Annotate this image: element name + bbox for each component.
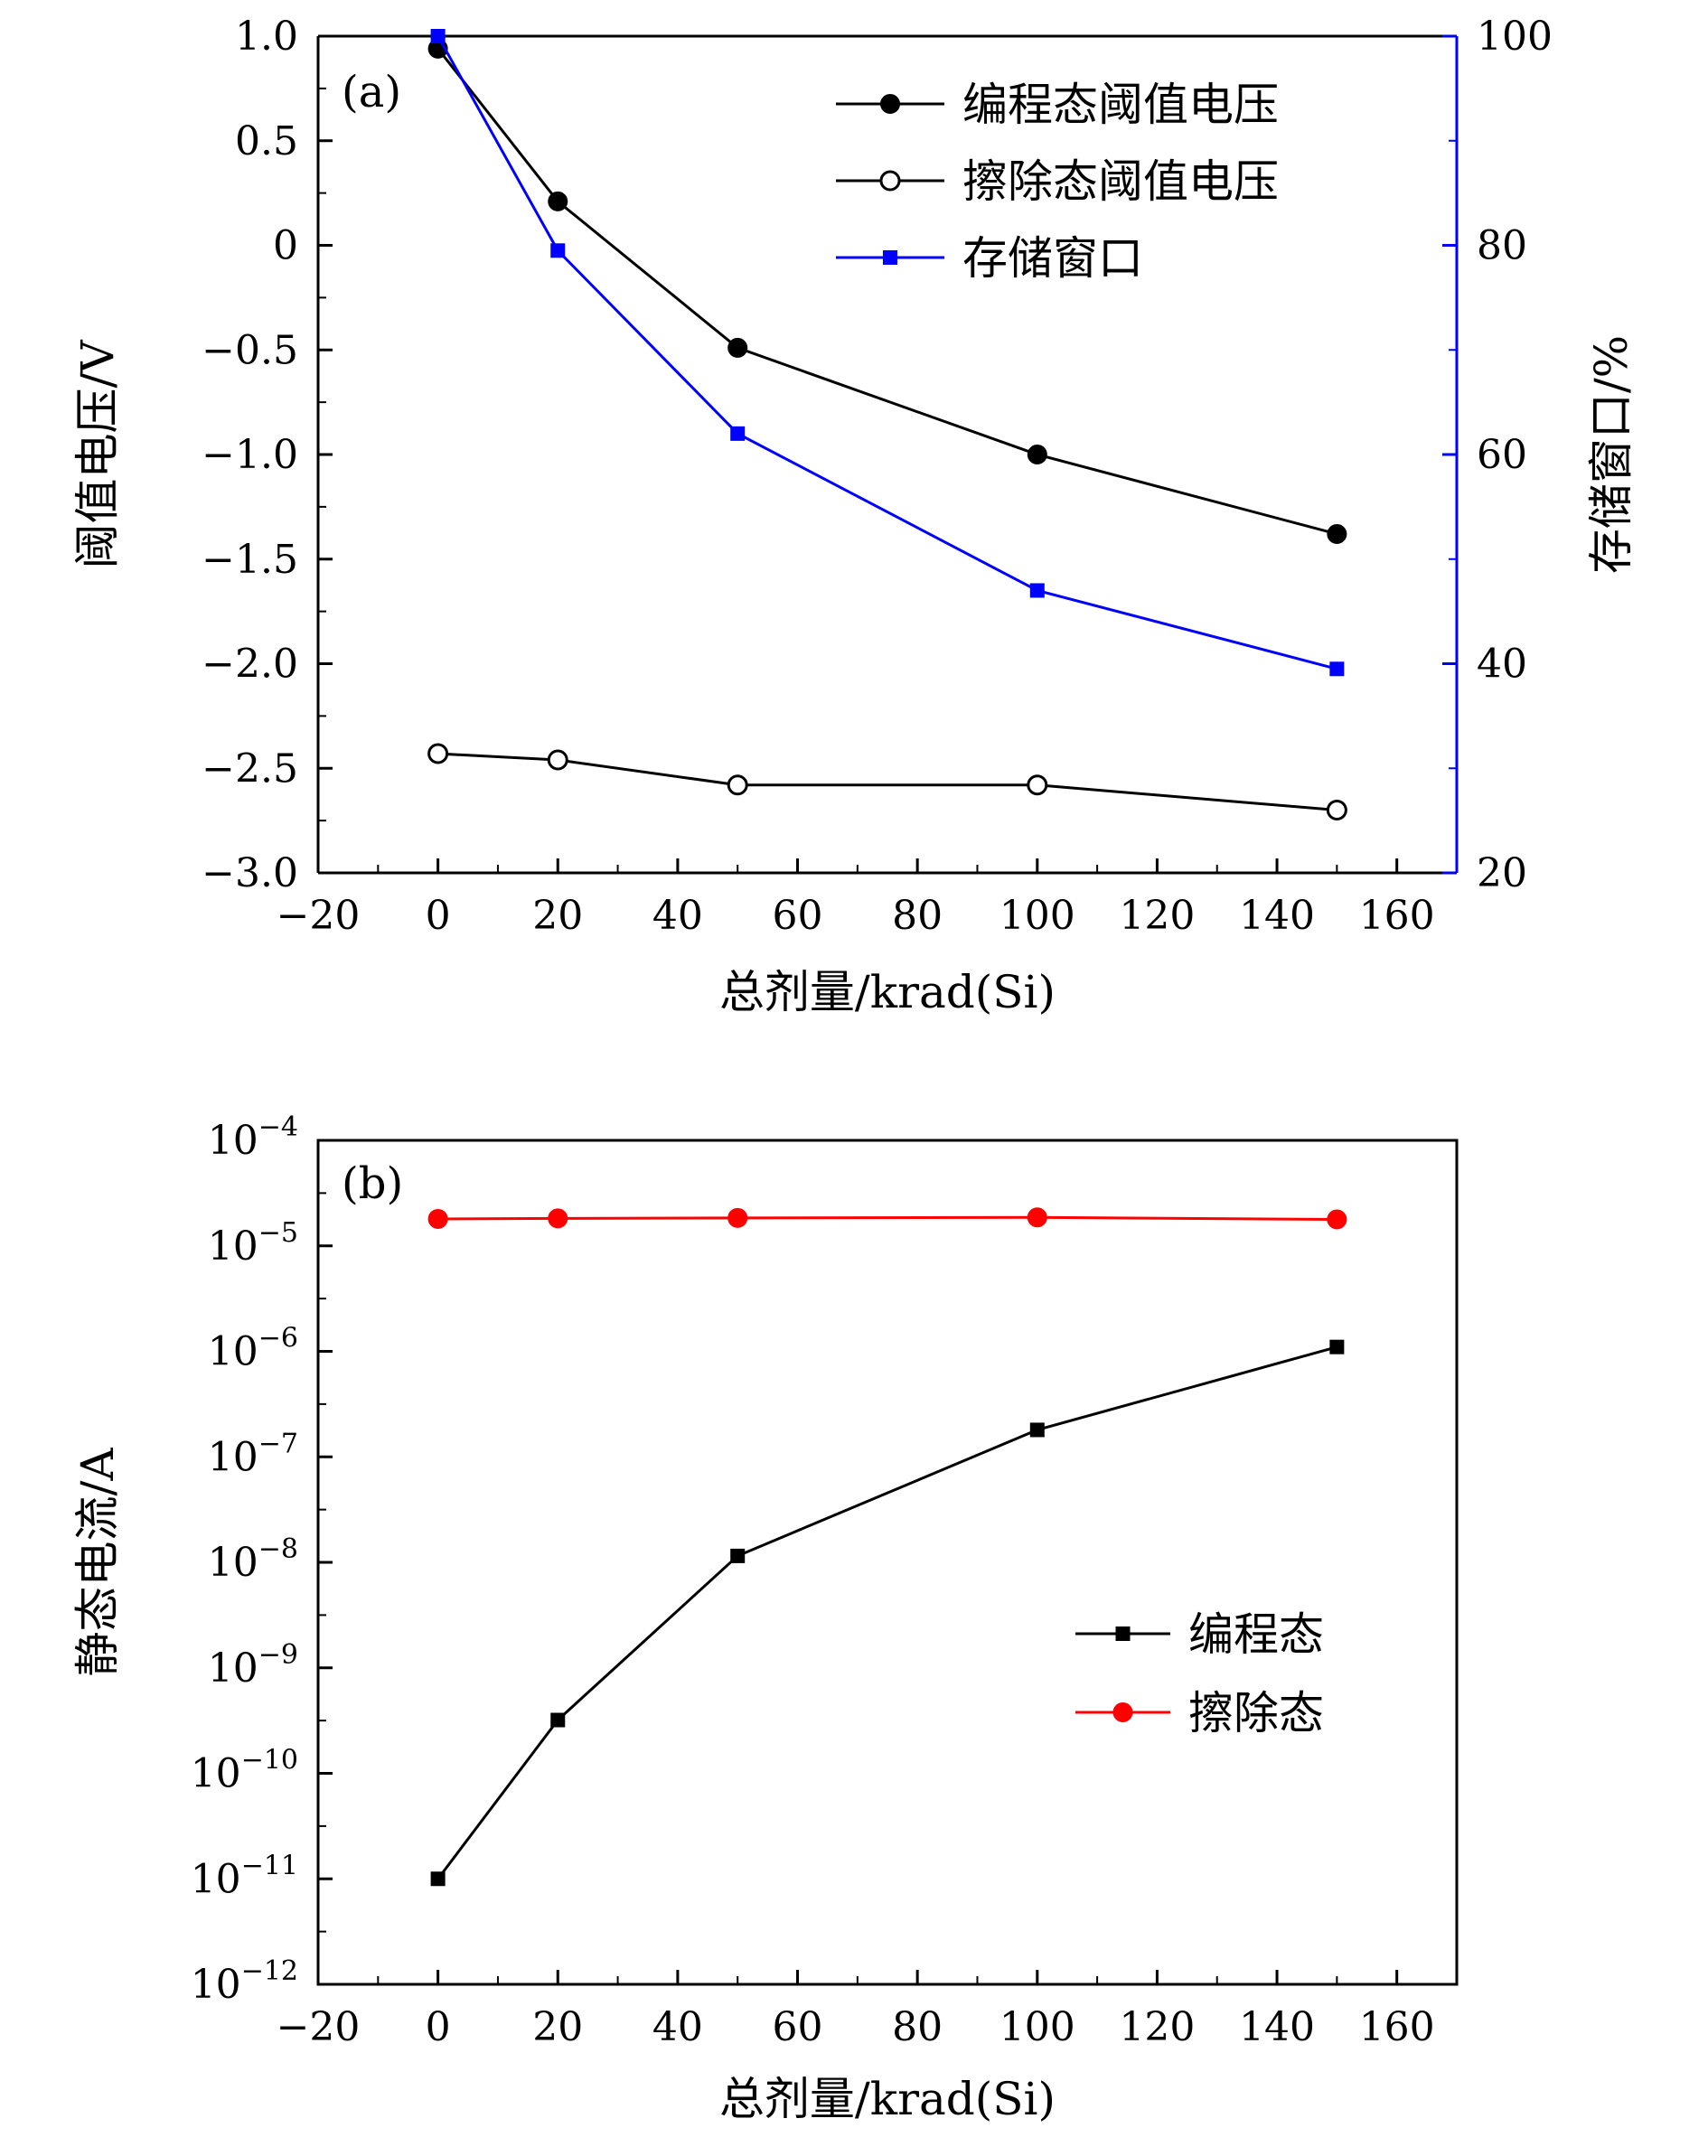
panel-b-x-tick-label: 0: [426, 2004, 451, 2050]
panel-b-data-point: [727, 1207, 748, 1228]
panel-a-data-point: [1027, 445, 1047, 464]
panel-b-label: (b): [342, 1158, 403, 1209]
panel-b-data-point: [1329, 1339, 1345, 1355]
panel-a-legend-label: 存储窗口: [962, 232, 1143, 285]
panel-b-x-tick-label: 100: [999, 2004, 1075, 2050]
panel-a-x-tick-label: 140: [1239, 893, 1315, 939]
panel-a-y-axis-title: 阈值电压/V: [71, 340, 124, 569]
panel-a-data-point: [727, 337, 748, 358]
panel-a-y-tick-label: −1.5: [202, 537, 298, 583]
panel-b-data-point: [730, 1548, 746, 1563]
panel-b-y-tick-label: 10−5: [208, 1217, 298, 1270]
panel-b-data-point: [1027, 1207, 1047, 1228]
panel-b-data-point: [548, 1208, 568, 1229]
panel-b-y-tick-label: 10−7: [208, 1428, 298, 1480]
panel-a-data-point: [550, 243, 566, 258]
panel-a-legend-marker: [879, 170, 901, 192]
panel-a-x-tick-label: −20: [277, 893, 361, 939]
panel-a-x-tick-label: 80: [892, 893, 943, 939]
panel-a-x-tick-label: 0: [426, 893, 451, 939]
panel-b-series-line-1: [437, 1215, 1337, 1222]
panel-a-data-point: [1029, 583, 1045, 598]
panel-b-data-point: [430, 1871, 446, 1887]
panel-a-y2-tick-label: 100: [1477, 14, 1553, 60]
panel-a-data-point: [427, 743, 449, 764]
panel-a-y-tick-label: 0.5: [235, 118, 298, 164]
panel-b-x-tick-label: 60: [773, 2004, 823, 2050]
panel-b-y-tick-label: 10−6: [208, 1323, 298, 1375]
panel-a-y-tick-label: −2.0: [202, 642, 298, 688]
panel-a-y2-tick-label: 20: [1477, 850, 1527, 896]
panel-a-y-tick-label: −3.0: [202, 850, 298, 896]
panel-b-y-tick-label: 10−12: [191, 1955, 298, 2008]
panel-b-y-tick-label: 10−8: [208, 1533, 298, 1586]
panel-a-legend-label: 擦除态阈值电压: [962, 155, 1279, 208]
panel-a-x-tick-label: 100: [999, 893, 1075, 939]
panel-a-y-tick-label: 1.0: [235, 14, 298, 60]
panel-b-legend-marker: [1112, 1702, 1133, 1722]
panel-a-y-tick-label: −1.0: [202, 432, 298, 478]
panel-b-y-tick-label: 10−4: [208, 1111, 298, 1164]
panel-a-y-tick-label: −2.5: [202, 745, 298, 792]
panel-a-label: (a): [342, 67, 401, 117]
panel-a-data-point: [1327, 523, 1347, 544]
panel-b-chart: (b) −20 0 20 40 60 80 100 120 140 160 10−4 10−5 10−6…: [71, 1111, 1459, 2125]
panel-a-x-tick-label: 120: [1119, 893, 1195, 939]
panel-b-legend-label: 擦除态: [1188, 1687, 1324, 1739]
panel-a-data-point: [1027, 774, 1048, 796]
panel-a-data-point: [730, 426, 746, 441]
panel-a-data-point: [430, 29, 446, 43]
panel-a-y2-tick-label: 60: [1477, 432, 1527, 478]
panel-b-data-point: [550, 1712, 566, 1728]
panel-a-y2-axis-title: 存储窗口/%: [1585, 335, 1638, 574]
panel-a-data-point: [1326, 800, 1347, 821]
panel-b-x-tick-label: 80: [892, 2004, 943, 2050]
panel-b-legend-label: 编程态: [1188, 1608, 1324, 1661]
panel-a-legend-marker: [880, 94, 900, 114]
panel-a-legend-marker: [883, 250, 897, 265]
panel-b-data-point: [1029, 1422, 1045, 1438]
panel-b-x-tick-label: 120: [1119, 2004, 1195, 2050]
panel-a-data-point: [548, 191, 568, 211]
panel-a-y2-tick-label: 80: [1477, 223, 1527, 269]
panel-a-legend-label: 编程态阈值电压: [962, 79, 1279, 131]
panel-b-y-axis-title: 静态电流/A: [71, 1448, 124, 1677]
panel-a-chart: (a) −20 0 20 40 60 80 100 120 140 160 1.0 0.5 0 −0.5 −…: [71, 14, 1638, 1018]
panel-b-data-point: [1327, 1209, 1347, 1230]
panel-a-x-tick-label: 60: [773, 893, 823, 939]
panel-a-series-line-2: [436, 35, 1337, 670]
panel-a-series-line-1: [437, 752, 1337, 812]
panel-a-x-tick-label: 20: [532, 893, 583, 939]
panel-b-data-point: [427, 1208, 448, 1229]
panel-b-legend-marker: [1115, 1626, 1131, 1641]
panel-a-data-point: [727, 774, 748, 796]
panel-a-x-tick-label: 40: [652, 893, 703, 939]
panel-b-x-tick-label: −20: [277, 2004, 361, 2050]
panel-b-frame: [316, 1139, 1459, 1986]
panel-a-x-axis-title: 总剂量/krad(Si): [719, 966, 1056, 1018]
panel-b-x-tick-label: 20: [532, 2004, 583, 2050]
panel-b-x-tick-label: 160: [1359, 2004, 1435, 2050]
panel-a-y2-tick-label: 40: [1477, 642, 1527, 688]
panel-b-y-tick-label: 10−10: [191, 1745, 298, 1797]
panel-b-y-tick-label: 10−11: [191, 1850, 298, 1902]
panel-a-y-tick-label: −0.5: [202, 327, 298, 373]
panel-a-data-point: [547, 749, 568, 771]
panel-b-x-axis-title: 总剂量/krad(Si): [719, 2073, 1056, 2125]
panel-a-data-point: [1329, 661, 1345, 677]
panel-b-x-tick-label: 40: [652, 2004, 703, 2050]
panel-b-x-tick-label: 140: [1239, 2004, 1315, 2050]
panel-a-y-tick-label: 0: [273, 223, 298, 269]
panel-a-x-tick-label: 160: [1359, 893, 1435, 939]
panel-b-y-tick-label: 10−9: [208, 1639, 298, 1692]
